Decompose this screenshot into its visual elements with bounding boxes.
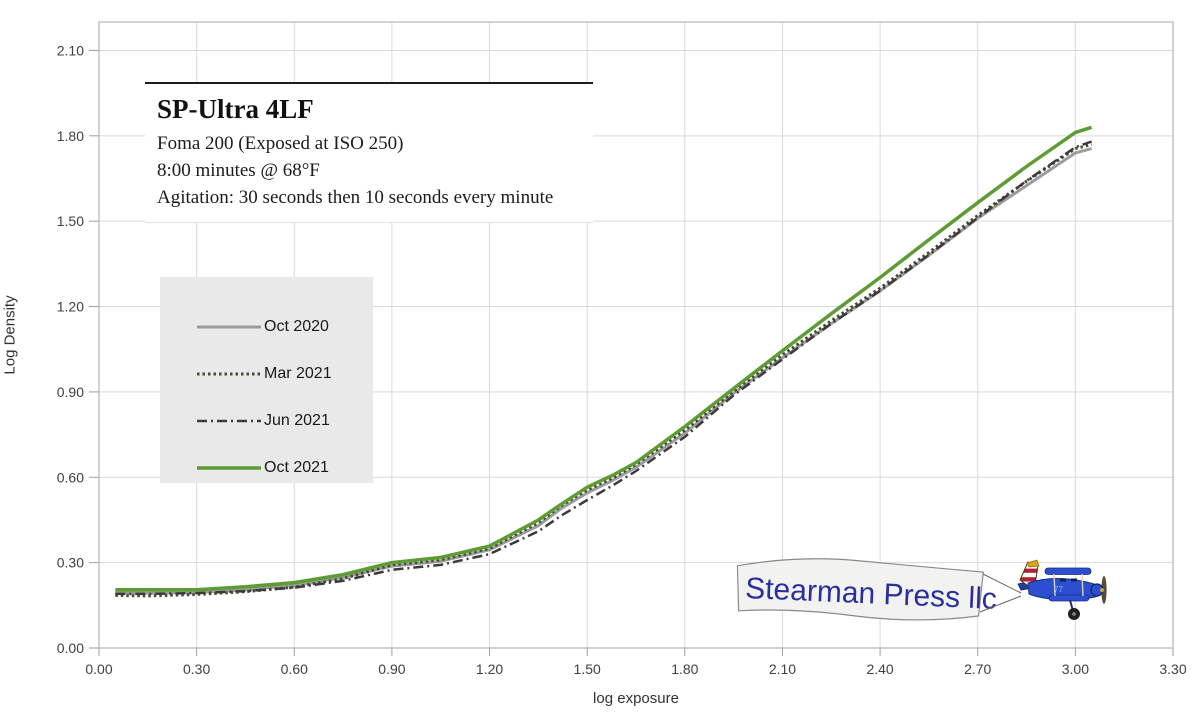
x-tick-label: 2.70 (964, 661, 991, 677)
towed-banner: Stearman Press llc (736, 558, 997, 621)
x-tick-label: 1.50 (574, 661, 601, 677)
legend-line-sample (197, 419, 261, 422)
tow-rope-bottom (979, 595, 1022, 613)
legend-item-mar-2021: Mar 2021 (160, 350, 373, 397)
chart-title: SP-Ultra 4LF (157, 94, 314, 124)
agitation-info: Agitation: 30 seconds then 10 seconds ev… (157, 186, 554, 208)
x-axis-title: log exposure (593, 690, 679, 707)
legend-line-sample (197, 325, 261, 328)
legend-label: Oct 2021 (264, 458, 329, 476)
legend-item-oct-2020: Oct 2020 (160, 303, 373, 350)
y-tick-label: 0.60 (57, 469, 84, 485)
legend-label: Jun 2021 (264, 411, 330, 429)
x-tick-label: 0.00 (85, 661, 112, 677)
legend-label: Oct 2020 (264, 317, 329, 335)
x-tick-label: 2.10 (769, 661, 796, 677)
y-tick-label: 0.30 (57, 555, 84, 571)
plane-number: 77 (1054, 585, 1063, 594)
series-oct-2021 (115, 125, 1093, 592)
series-jun-2021 (115, 140, 1093, 596)
y-tick-label: 1.80 (57, 128, 84, 144)
x-tick-label: 0.90 (378, 661, 405, 677)
legend-item-oct-2021: Oct 2021 (160, 444, 373, 491)
x-tick-label: 1.80 (671, 661, 698, 677)
chart-title-block: SP-Ultra 4LF Foma 200 (Exposed at ISO 25… (145, 82, 593, 223)
y-tick-label: 1.20 (57, 299, 84, 315)
biplane-icon: 77 (1017, 559, 1107, 620)
plot-frame (98, 21, 1174, 649)
x-tick-label: 1.20 (476, 661, 503, 677)
legend-item-jun-2021: Jun 2021 (160, 397, 373, 444)
x-tick-label: 3.00 (1062, 661, 1089, 677)
development-time: 8:00 minutes @ 68°F (157, 159, 320, 181)
stearman-press-banner-group: Stearman Press llc (736, 558, 1107, 621)
x-tick-label: 0.60 (281, 661, 308, 677)
y-tick-label: 2.10 (57, 42, 84, 58)
legend-label: Mar 2021 (264, 364, 332, 382)
legend: Oct 2020 Mar 2021 Jun 2021 Oct 2021 (160, 277, 373, 483)
y-tick-label: 0.90 (57, 384, 84, 400)
x-tick-label: 0.30 (183, 661, 210, 677)
series-mar-2021 (115, 142, 1092, 598)
y-tick-label: 0.00 (57, 640, 84, 656)
film-info: Foma 200 (Exposed at ISO 250) (157, 133, 404, 154)
y-tick-label: 1.50 (57, 213, 84, 229)
x-tick-label: 3.30 (1159, 661, 1186, 677)
legend-line-sample (197, 465, 261, 470)
x-tick-label: 2.40 (866, 661, 893, 677)
y-axis-title: Log Density (1, 295, 19, 375)
legend-line-sample (197, 372, 261, 375)
tow-rope-top (982, 573, 1022, 594)
